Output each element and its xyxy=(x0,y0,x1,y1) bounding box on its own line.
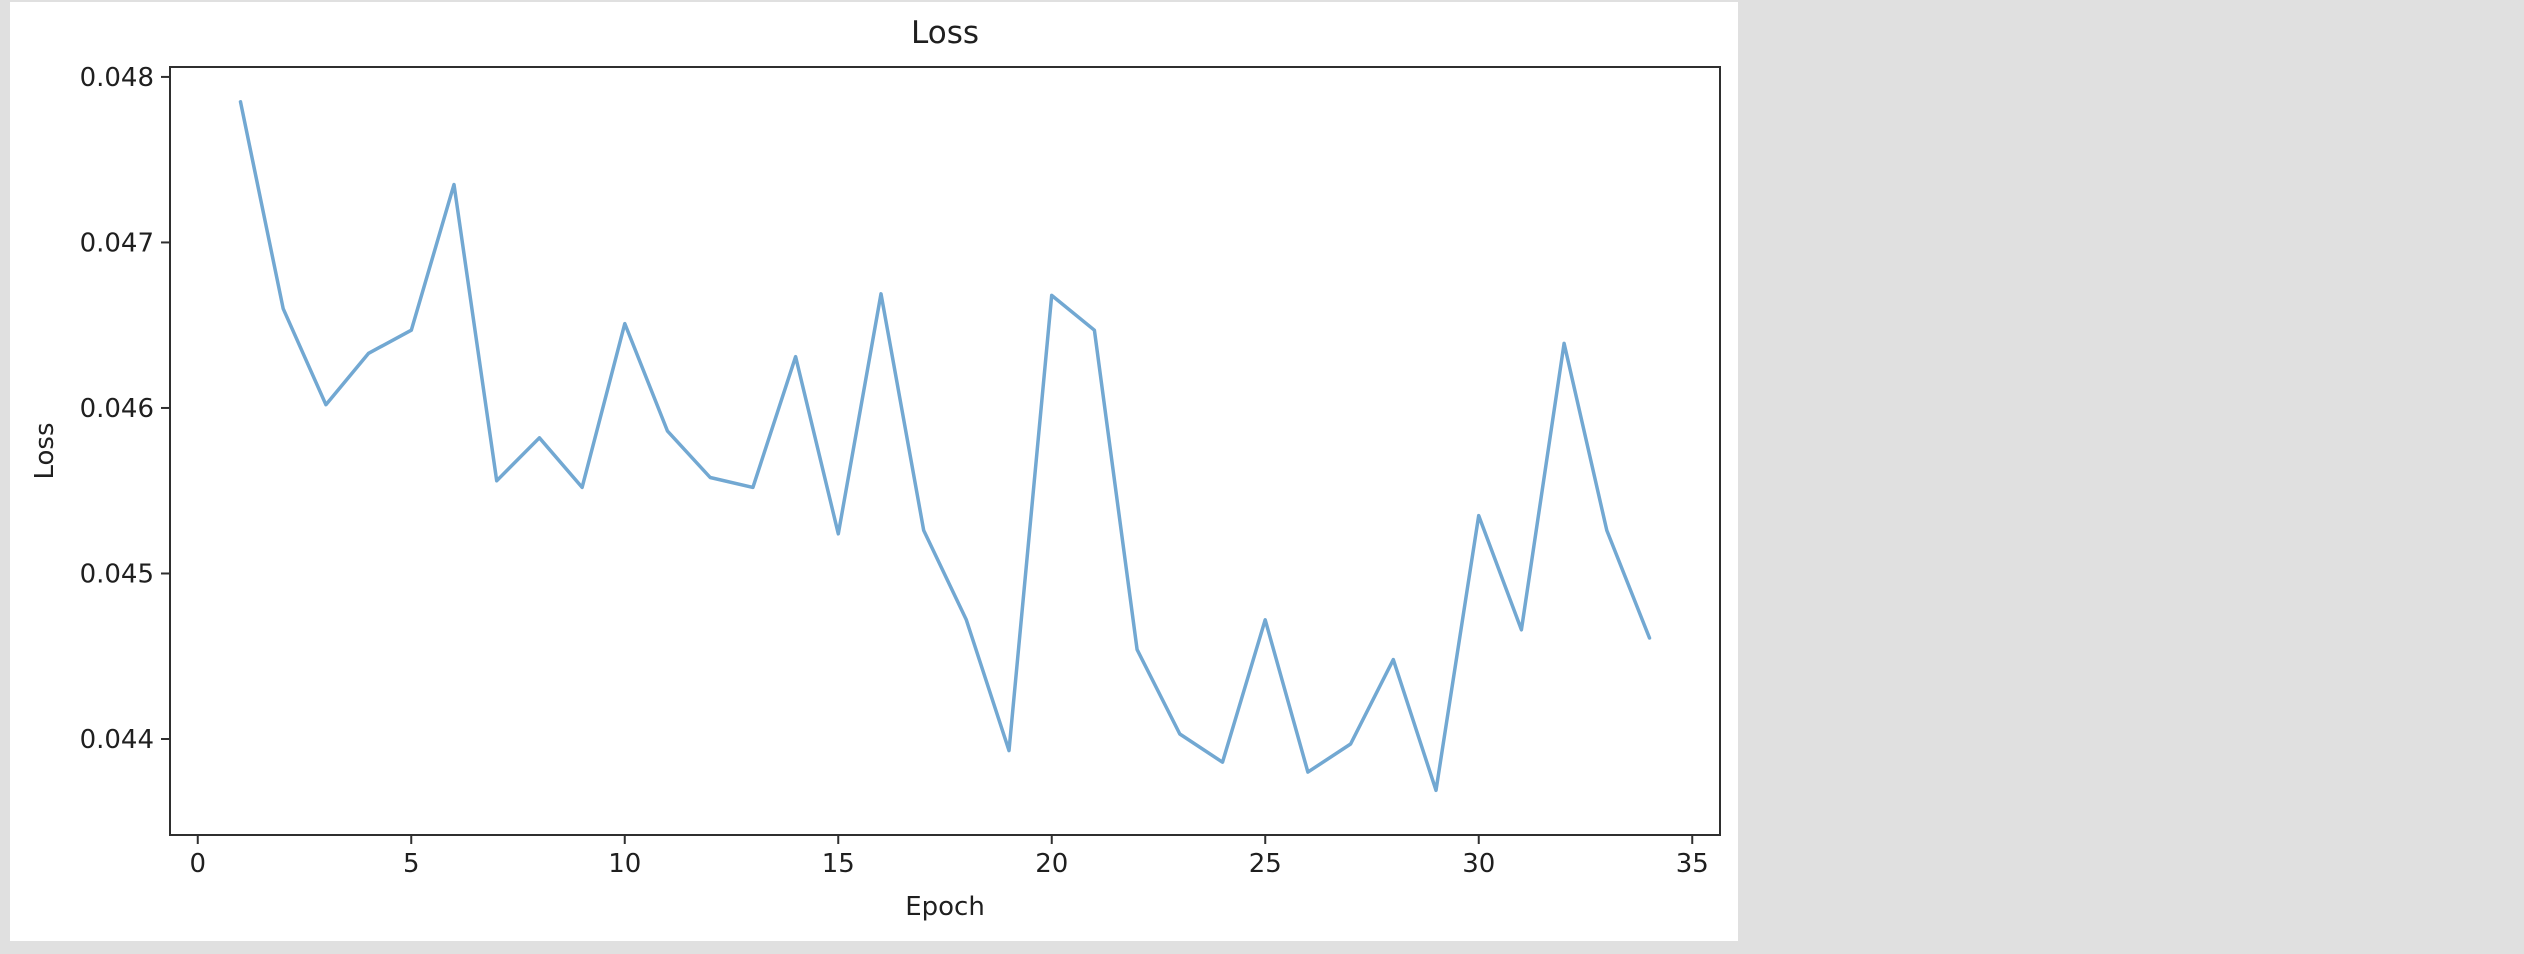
y-tick-label: 0.046 xyxy=(80,394,154,424)
plot-area: 0 5 10 15 20 25 30 35 0.044 0.045 0.046 0.047 0.048 xyxy=(80,63,1721,879)
y-tick-label: 0.048 xyxy=(80,63,154,93)
y-tick-label: 0.045 xyxy=(80,559,154,589)
x-tick-label: 20 xyxy=(1035,849,1068,879)
x-tick-label: 15 xyxy=(822,849,855,879)
chart-title: Loss xyxy=(911,15,979,51)
x-axis-label: Epoch xyxy=(905,892,985,922)
y-tick-label: 0.044 xyxy=(80,725,154,755)
x-tick-label: 0 xyxy=(189,849,206,879)
x-tick-label: 25 xyxy=(1249,849,1282,879)
x-tick-label: 30 xyxy=(1462,849,1495,879)
x-tick-label: 5 xyxy=(403,849,420,879)
x-tick-label: 10 xyxy=(608,849,641,879)
y-tick-label: 0.047 xyxy=(80,228,154,258)
x-tick-label: 35 xyxy=(1676,849,1709,879)
loss-line xyxy=(238,100,1652,793)
figure-canvas: Loss Loss Epoch 0 5 10 15 20 25 30 35 0.044 0.045… xyxy=(10,2,1738,941)
axes-frame xyxy=(169,66,1721,836)
